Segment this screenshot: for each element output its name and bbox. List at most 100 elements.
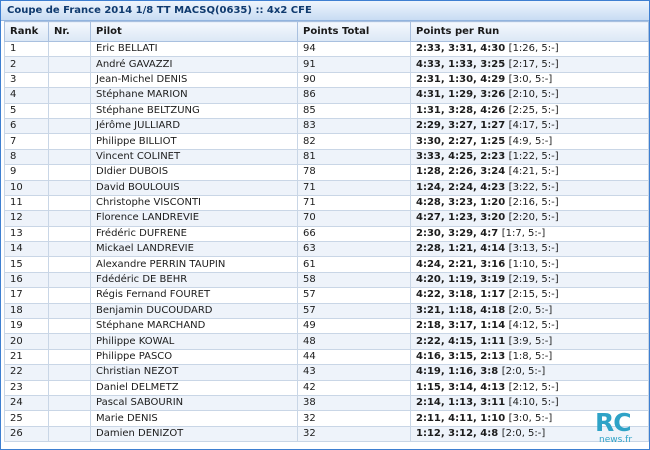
- table-row[interactable]: 13 Frédéric DUFRENE 66 2:30, 3:29, 4:7 [1:7…: [4, 225, 649, 243]
- cell-points-total: 85: [297, 102, 411, 119]
- cell-nr: [48, 241, 91, 258]
- column-header-points-total[interactable]: Points Total: [297, 21, 411, 42]
- table-row[interactable]: 25 Marie DENIS 32 2:11, 4:11, 1:10 [3:0, 5:…: [4, 410, 649, 427]
- table-row[interactable]: 14 Mickael LANDREVIE 63 2:28, 1:21, 4:14 [3…: [4, 241, 649, 258]
- cell-rank: 12: [4, 210, 49, 227]
- table-row[interactable]: 6 Jérôme JULLIARD 83 2:29, 3:27, 1:27 [4:17…: [4, 117, 649, 135]
- cell-pilot: Benjamin DUCOUDARD: [90, 302, 298, 320]
- cell-pilot: Vincent COLINET: [90, 148, 298, 166]
- cell-nr: [48, 71, 91, 89]
- table-row[interactable]: 3 Jean-Michel DENIS 90 2:31, 1:30, 4:29 [3:…: [4, 71, 649, 89]
- logo-domain-text: news.fr: [599, 435, 633, 445]
- cell-points-total: 90: [297, 71, 411, 89]
- cell-points-total: 81: [297, 148, 411, 166]
- column-header-nr[interactable]: Nr.: [48, 21, 91, 42]
- table-row[interactable]: 17 Régis Fernand FOURET 57 4:22, 3:18, 1:17…: [4, 287, 649, 304]
- cell-rank: 24: [4, 394, 49, 412]
- cell-nr: [48, 102, 91, 119]
- cell-points-per-run: 4:24, 2:21, 3:16 [1:10, 5:-]: [410, 256, 649, 273]
- cell-points-total: 86: [297, 87, 411, 104]
- cell-nr: [48, 148, 91, 166]
- cell-pilot: Stéphane MARION: [90, 87, 298, 104]
- cell-rank: 9: [4, 164, 49, 181]
- results-table: Rank Nr. Pilot Points Total Points per R…: [4, 21, 649, 443]
- cell-rank: 20: [4, 333, 49, 350]
- cell-nr: [48, 410, 91, 427]
- cell-nr: [48, 394, 91, 412]
- table-row[interactable]: 16 Fdédéric DE BEHR 58 4:20, 1:19, 3:19 [2:…: [4, 271, 649, 289]
- cell-pilot: David BOULOUIS: [90, 179, 298, 196]
- cell-points-per-run: 3:33, 4:25, 2:23 [1:22, 5:-]: [410, 148, 649, 166]
- cell-points-per-run: 2:14, 1:13, 3:11 [4:10, 5:-]: [410, 394, 649, 412]
- cell-nr: [48, 87, 91, 104]
- logo-rc-text: RC: [595, 408, 632, 437]
- column-header-pilot[interactable]: Pilot: [90, 21, 298, 42]
- table-row[interactable]: 8 Vincent COLINET 81 3:33, 4:25, 2:23 [1:22…: [4, 148, 649, 166]
- cell-points-total: 61: [297, 256, 411, 273]
- table-row[interactable]: 4 Stéphane MARION 86 4:31, 1:29, 3:26 [2:10…: [4, 87, 649, 104]
- cell-rank: 22: [4, 364, 49, 381]
- cell-points-per-run: 4:28, 3:23, 1:20 [2:16, 5:-]: [410, 194, 649, 212]
- cell-nr: [48, 302, 91, 320]
- table-row[interactable]: 18 Benjamin DUCOUDARD 57 3:21, 1:18, 4:18 […: [4, 302, 649, 320]
- cell-rank: 8: [4, 148, 49, 166]
- cell-points-per-run: 4:33, 1:33, 3:25 [2:17, 5:-]: [410, 56, 649, 73]
- cell-pilot: Stéphane MARCHAND: [90, 318, 298, 335]
- cell-points-total: 32: [297, 425, 411, 443]
- table-row[interactable]: 19 Stéphane MARCHAND 49 2:18, 3:17, 1:14 [4…: [4, 318, 649, 335]
- table-row[interactable]: 7 Philippe BILLIOT 82 3:30, 2:27, 1:25 [4:9…: [4, 133, 649, 150]
- cell-points-per-run: 2:18, 3:17, 1:14 [4:12, 5:-]: [410, 318, 649, 335]
- table-row[interactable]: 26 Damien DENIZOT 32 1:12, 3:12, 4:8 [2:0, …: [4, 425, 649, 443]
- cell-rank: 5: [4, 102, 49, 119]
- table-row[interactable]: 15 Alexandre PERRIN TAUPIN 61 4:24, 2:21, 3…: [4, 256, 649, 273]
- table-row[interactable]: 20 Philippe KOWAL 48 2:22, 4:15, 1:11 [3:9,…: [4, 333, 649, 350]
- table-header-row: Rank Nr. Pilot Points Total Points per R…: [4, 21, 649, 42]
- cell-pilot: Pascal SABOURIN: [90, 394, 298, 412]
- cell-pilot: Jérôme JULLIARD: [90, 117, 298, 135]
- table-row[interactable]: 10 David BOULOUIS 71 1:24, 2:24, 4:23 [3:22…: [4, 179, 649, 196]
- cell-pilot: Fdédéric DE BEHR: [90, 271, 298, 289]
- cell-points-per-run: 3:30, 2:27, 1:25 [4:9, 5:-]: [410, 133, 649, 150]
- cell-points-total: 83: [297, 117, 411, 135]
- cell-points-total: 70: [297, 210, 411, 227]
- cell-pilot: Florence LANDREVIE: [90, 210, 298, 227]
- cell-nr: [48, 179, 91, 196]
- cell-points-per-run: 1:15, 3:14, 4:13 [2:12, 5:-]: [410, 379, 649, 396]
- cell-points-total: 66: [297, 225, 411, 243]
- cell-points-per-run: 2:28, 1:21, 4:14 [3:13, 5:-]: [410, 241, 649, 258]
- cell-points-total: 58: [297, 271, 411, 289]
- cell-pilot: Damien DENIZOT: [90, 425, 298, 443]
- table-row[interactable]: 5 Stéphane BELTZUNG 85 1:31, 3:28, 4:26 [2:…: [4, 102, 649, 119]
- column-header-rank[interactable]: Rank: [4, 21, 49, 42]
- cell-pilot: Christophe VISCONTI: [90, 194, 298, 212]
- table-row[interactable]: 22 Christian NEZOT 43 4:19, 1:16, 3:8 [2:0,…: [4, 364, 649, 381]
- cell-nr: [48, 210, 91, 227]
- cell-points-total: 71: [297, 179, 411, 196]
- cell-nr: [48, 379, 91, 396]
- cell-rank: 19: [4, 318, 49, 335]
- column-header-points-per-run[interactable]: Points per Run: [410, 21, 649, 42]
- table-row[interactable]: 12 Florence LANDREVIE 70 4:27, 1:23, 3:20 […: [4, 210, 649, 227]
- cell-rank: 3: [4, 71, 49, 89]
- cell-points-per-run: 2:31, 1:30, 4:29 [3:0, 5:-]: [410, 71, 649, 89]
- table-row[interactable]: 23 Daniel DELMETZ 42 1:15, 3:14, 4:13 [2:12…: [4, 379, 649, 396]
- cell-points-per-run: 4:19, 1:16, 3:8 [2:0, 5:-]: [410, 364, 649, 381]
- table-row[interactable]: 1 Eric BELLATI 94 2:33, 3:31, 4:30 [1:26, 5…: [4, 40, 649, 58]
- table-row[interactable]: 11 Christophe VISCONTI 71 4:28, 3:23, 1:20 …: [4, 194, 649, 212]
- cell-pilot: Philippe KOWAL: [90, 333, 298, 350]
- cell-pilot: DIdier DUBOIS: [90, 164, 298, 181]
- table-row[interactable]: 24 Pascal SABOURIN 38 2:14, 1:13, 3:11 [4:1…: [4, 394, 649, 412]
- cell-nr: [48, 40, 91, 58]
- cell-pilot: Daniel DELMETZ: [90, 379, 298, 396]
- cell-rank: 7: [4, 133, 49, 150]
- table-row[interactable]: 9 DIdier DUBOIS 78 1:28, 2:26, 3:24 [4:21, …: [4, 164, 649, 181]
- cell-pilot: Frédéric DUFRENE: [90, 225, 298, 243]
- cell-points-per-run: 2:30, 3:29, 4:7 [1:7, 5:-]: [410, 225, 649, 243]
- cell-points-total: 71: [297, 194, 411, 212]
- cell-points-total: 44: [297, 348, 411, 366]
- cell-nr: [48, 287, 91, 304]
- table-row[interactable]: 2 André GAVAZZI 91 4:33, 1:33, 3:25 [2:17, …: [4, 56, 649, 73]
- cell-points-per-run: 4:27, 1:23, 3:20 [2:20, 5:-]: [410, 210, 649, 227]
- table-row[interactable]: 21 Philippe PASCO 44 4:16, 3:15, 2:13 [1:8,…: [4, 348, 649, 366]
- cell-rank: 1: [4, 40, 49, 58]
